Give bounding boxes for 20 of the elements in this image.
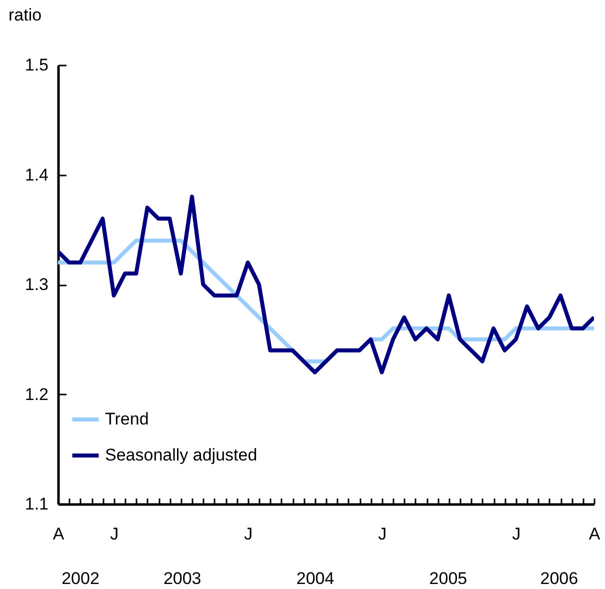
y-tick-label: 1.5 [24, 56, 48, 74]
y-axis-title: ratio [8, 6, 42, 24]
x-tick-label: J [110, 524, 119, 544]
y-tick-label: 1.2 [24, 384, 48, 404]
text: 2005 [429, 569, 468, 588]
text: 2002 [62, 569, 100, 588]
x-tick-label: J [512, 524, 521, 544]
legend-label: Seasonally adjusted [105, 446, 258, 464]
y-tick-label: 1.3 [24, 275, 48, 294]
x-tick-label: A [588, 524, 601, 544]
x-tick-label: A [52, 524, 65, 544]
legend-label: Trend [105, 410, 149, 428]
x-tick-label: J [244, 524, 253, 544]
x-tick-label: J [378, 524, 387, 544]
line-series [58, 194, 594, 374]
text: 2003 [163, 569, 202, 588]
text: 2004 [296, 569, 334, 588]
y-tick-label: 1.1 [24, 494, 48, 514]
y-tick-label: 1.4 [24, 165, 48, 184]
text: 2006 [540, 569, 578, 588]
